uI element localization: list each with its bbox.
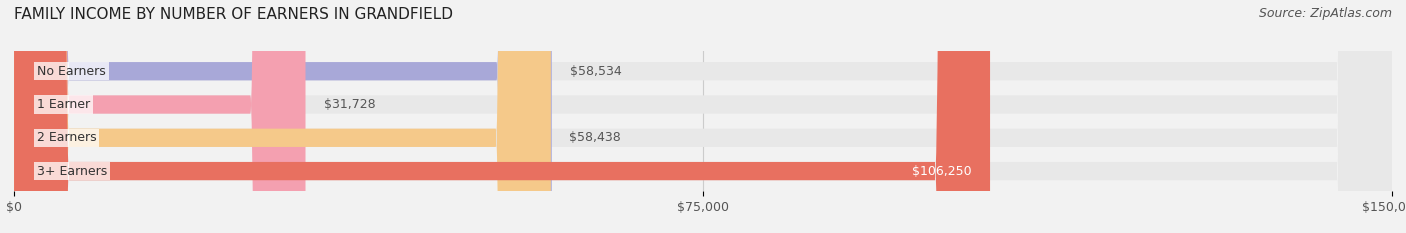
- FancyBboxPatch shape: [14, 0, 1392, 233]
- Text: $31,728: $31,728: [323, 98, 375, 111]
- Text: No Earners: No Earners: [37, 65, 105, 78]
- FancyBboxPatch shape: [14, 0, 305, 233]
- Text: 1 Earner: 1 Earner: [37, 98, 90, 111]
- FancyBboxPatch shape: [14, 0, 551, 233]
- Text: $58,534: $58,534: [569, 65, 621, 78]
- FancyBboxPatch shape: [14, 0, 1392, 233]
- FancyBboxPatch shape: [14, 0, 1392, 233]
- Text: 2 Earners: 2 Earners: [37, 131, 97, 144]
- Text: Source: ZipAtlas.com: Source: ZipAtlas.com: [1258, 7, 1392, 20]
- FancyBboxPatch shape: [14, 0, 1392, 233]
- Text: $106,250: $106,250: [912, 164, 972, 178]
- FancyBboxPatch shape: [14, 0, 551, 233]
- Text: 3+ Earners: 3+ Earners: [37, 164, 107, 178]
- Text: FAMILY INCOME BY NUMBER OF EARNERS IN GRANDFIELD: FAMILY INCOME BY NUMBER OF EARNERS IN GR…: [14, 7, 453, 22]
- Text: $58,438: $58,438: [569, 131, 621, 144]
- FancyBboxPatch shape: [14, 0, 990, 233]
